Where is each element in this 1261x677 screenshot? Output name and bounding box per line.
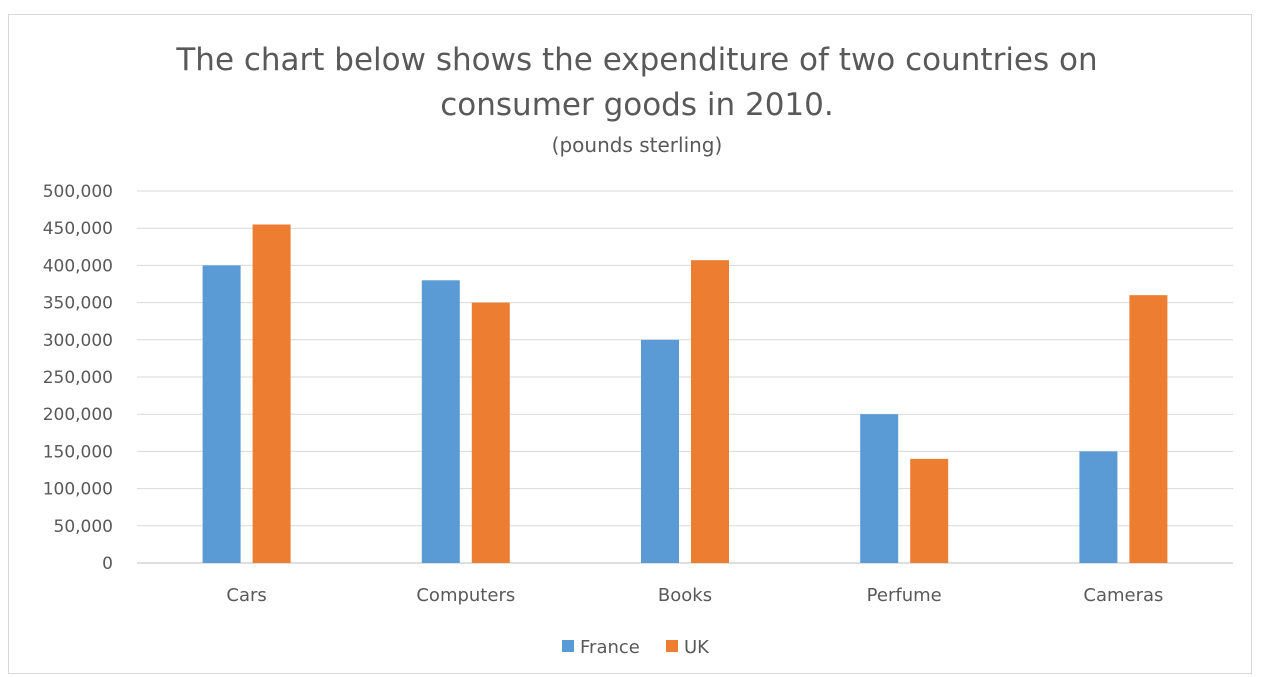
legend-swatch-france [562,640,574,652]
y-tick-label: 400,000 [43,256,113,276]
y-tick-label: 100,000 [43,480,113,500]
bar-uk-perfume [910,458,949,563]
y-tick-label: 200,000 [43,405,113,425]
legend-swatch-uk [666,640,678,652]
bar-uk-computers [471,302,510,563]
bar-france-cars [202,265,241,563]
y-tick-label: 350,000 [43,294,113,314]
bar-france-perfume [860,414,899,563]
gridlines [137,190,1233,564]
x-tick-label: Cameras [1083,585,1163,606]
chart-title-line-2: consumer goods in 2010. [440,87,833,123]
x-tick-label: Perfume [867,585,942,606]
legend: France UK [562,637,710,658]
y-tick-label: 300,000 [43,331,113,351]
bars [202,224,1168,564]
bar-uk-cameras [1129,295,1168,563]
y-tick-label: 150,000 [43,442,113,462]
y-tick-label: 500,000 [43,182,113,202]
x-tick-label: Computers [416,585,515,606]
y-tick-label: 250,000 [43,368,113,388]
y-tick-label: 450,000 [43,219,113,239]
bar-uk-cars [252,224,291,564]
y-axis-ticks: 0 50,000 100,000 150,000 200,000 250,000 300,0… [43,182,113,574]
bar-france-computers [421,280,460,563]
y-tick-label: 0 [102,554,113,574]
bar-uk-books [691,260,729,563]
x-tick-label: Cars [226,585,266,606]
bar-france-books [641,339,679,563]
legend-label-uk: UK [684,637,710,658]
legend-label-france: France [580,637,640,658]
x-tick-label: Books [658,585,712,606]
bar-france-cameras [1079,451,1118,563]
x-axis: Cars Computers Books Perfume Cameras [226,585,1163,606]
y-tick-label: 50,000 [54,517,113,537]
chart-subtitle: (pounds sterling) [552,133,723,157]
chart-title-line-1: The chart below shows the expenditure of… [175,42,1097,78]
